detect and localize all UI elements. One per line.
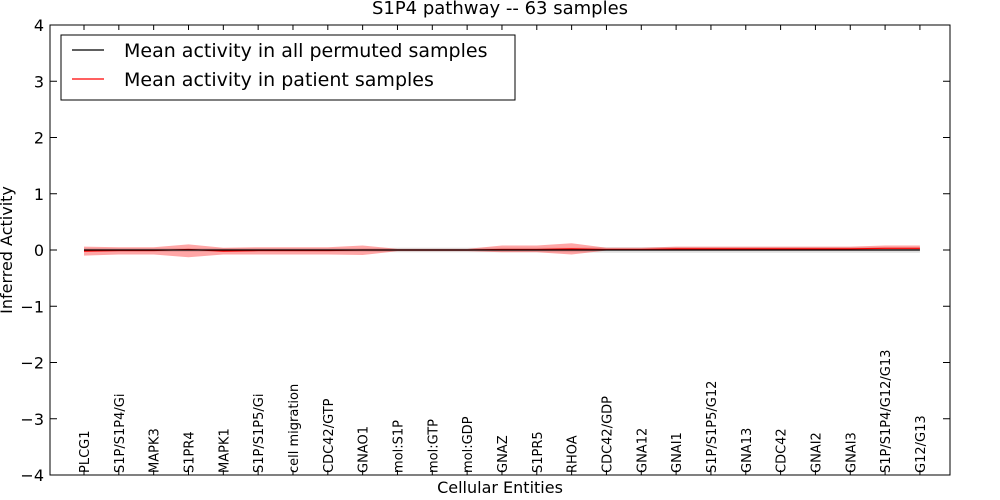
x-category-label: mol:GDP	[461, 416, 476, 473]
legend: Mean activity in all permuted samples Me…	[60, 34, 516, 101]
chart-title: S1P4 pathway -- 63 samples	[372, 0, 628, 19]
x-category-label: GNAO1	[357, 426, 372, 473]
x-axis-title: Cellular Entities	[437, 478, 563, 497]
series-lines	[83, 247, 920, 252]
y-tick-label: −2	[20, 354, 44, 373]
x-category-label: CDC42/GTP	[322, 398, 337, 473]
y-tick-label: 2	[34, 129, 44, 148]
x-category-label: S1PR5	[531, 431, 546, 473]
x-category-label: S1PR4	[182, 431, 197, 473]
x-category-label: MAPK3	[148, 428, 163, 473]
legend-label-permuted: Mean activity in all permuted samples	[124, 40, 487, 62]
x-axis-ticks: PLCG1 S1P/S1P4/Gi MAPK3 S1PR4 MAPK1 S1P/S1P5/…	[78, 25, 929, 475]
y-axis-ticks: 4 3 2 1 0 −1 −2 −3 −4	[20, 16, 950, 485]
x-category-label: GNAI3	[844, 432, 859, 473]
y-tick-label: −1	[20, 297, 44, 316]
x-category-label: GNA12	[635, 428, 650, 473]
x-category-label: GNAI1	[670, 432, 685, 473]
y-tick-label: −4	[20, 466, 44, 485]
legend-box	[60, 34, 516, 101]
x-category-label: GNAI2	[809, 432, 824, 473]
x-category-label: cell migration	[287, 384, 302, 473]
x-category-label: G12/G13	[914, 415, 929, 473]
x-category-label: CDC42	[775, 428, 790, 473]
x-category-label: GNA13	[740, 428, 755, 473]
x-category-label: S1P/S1P4/Gi	[113, 394, 128, 473]
x-category-label: S1P/S1P4/G12/G13	[879, 350, 894, 473]
y-tick-label: 4	[34, 16, 44, 35]
y-axis-title: Inferred Activity	[0, 186, 16, 314]
x-category-label: mol:GTP	[426, 419, 441, 473]
x-category-label: S1P/S1P5/Gi	[252, 394, 267, 473]
x-category-label: MAPK1	[217, 428, 232, 473]
x-category-label: mol:S1P	[391, 420, 406, 473]
legend-label-patient: Mean activity in patient samples	[124, 69, 434, 91]
x-category-label: RHOA	[566, 435, 581, 473]
x-category-label: PLCG1	[78, 430, 93, 473]
y-tick-label: 1	[34, 185, 44, 204]
x-category-label: GNAZ	[496, 435, 511, 473]
x-category-label: S1P/S1P5/G12	[705, 381, 720, 473]
y-tick-label: 0	[34, 241, 44, 260]
y-tick-label: −3	[20, 410, 44, 429]
x-category-label: CDC42/GDP	[600, 396, 615, 473]
y-tick-label: 3	[34, 72, 44, 91]
